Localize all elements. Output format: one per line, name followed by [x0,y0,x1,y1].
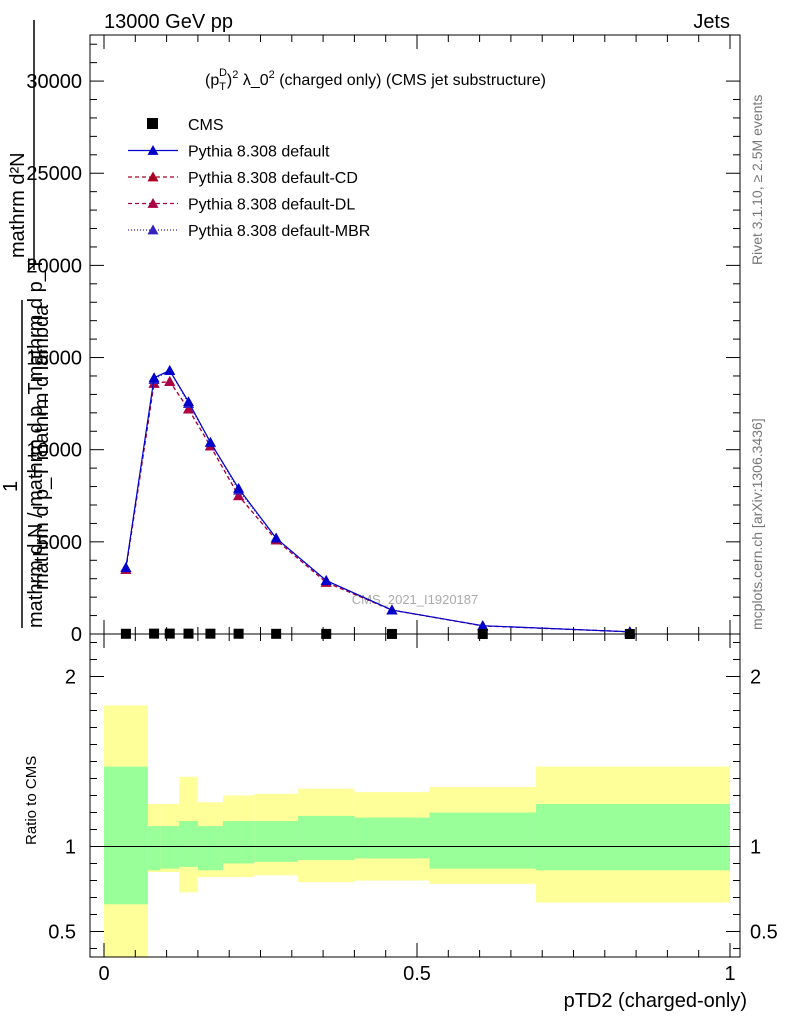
main-y-ticks: 0 5000 10000 15000 20000 25000 30000 [26,43,740,646]
data-point-mc [320,575,332,585]
main-y-tick-label: 15000 [26,348,82,370]
ratio-y-tick-label-right: 0.5 [750,922,778,944]
ratio-y-tick-label: 1 [65,837,76,859]
data-point-mc [204,436,216,447]
ratio-green-band [354,817,430,859]
title-sq: 2 [232,69,238,81]
main-x-ticks [103,35,731,634]
rivet-label: Rivet 3.1.10, ≥ 2.5M events [749,95,765,265]
ratio-green-band [254,821,299,862]
x-axis-label: pTD2 (charged-only) [564,990,747,1012]
x-tick-label: 0 [98,963,109,985]
data-point-mc [148,372,160,383]
ratio-y-tick-label-right: 1 [750,837,761,859]
title-close: ) [227,72,232,89]
ratio-green-band [104,766,148,905]
legend-marker [147,224,159,235]
x-tick-label: 0.5 [403,963,431,985]
ratio-y-label: Ratio to CMS [23,756,40,845]
data-point-mc [183,396,195,407]
ylabel-line-2: mathrm d p_T mathrm d lambda [31,304,53,590]
ratio-green-band [222,821,255,864]
legend-label: CMS [188,117,224,134]
mcplots-label: mcplots.cern.ch [arXiv:1306.3436] [749,418,765,630]
main-y-tick-label: 20000 [26,255,82,277]
ylabel-line-4: mathrm d N / mathrm d p_Tmathrm d p_T [25,258,47,628]
main-y-label: mathrm d²N mathrm d p_T mathrm d lambda … [0,20,53,628]
main-y-tick-label: 0 [71,624,82,646]
ratio-green-band [429,812,536,869]
data-point-mc [183,403,195,414]
ratio-green-band [179,821,198,867]
title-sup: D [219,67,227,79]
main-y-tick-label: 30000 [26,71,82,93]
ratio-green-band [535,804,730,871]
legend: CMS Pythia 8.308 default Pythia 8.308 defa… [128,117,370,240]
legend-marker [147,171,159,182]
title-sub: T [219,81,226,93]
legend-marker [147,145,159,155]
main-y-tick-label: 10000 [26,440,82,462]
x-tick-label: 1 [724,963,735,985]
ratio-y-tick-label-right: 2 [750,667,761,689]
legend-label: Pythia 8.308 default-DL [188,197,355,214]
title-open: (p [205,72,219,89]
legend-marker [147,198,159,208]
ratio-green-band [298,815,355,861]
data-point-mc [233,482,245,493]
ratio-y-tick-label: 0.5 [48,922,76,944]
data-point-mc [477,620,489,631]
legend-marker [147,118,158,129]
main-y-tick-label: 25000 [26,163,82,185]
header-left: 13000 GeV pp [104,11,233,33]
legend-label: Pythia 8.308 default [188,144,330,161]
data-point-mc [164,375,176,386]
data-point-mc [164,364,176,375]
ratio-green-band [160,826,180,869]
data-point-mc [386,604,398,615]
data-point-mc [120,562,132,573]
legend-label: Pythia 8.308 default-MBR [188,223,370,240]
title-rest: (charged only) (CMS jet substructure) [275,72,546,89]
ratio-y-tick-label: 2 [65,667,76,689]
ratio-plot: 0.5 0.51 12 2 0 0.5 1 Ratio to CMS pTD2 (char… [23,633,778,1012]
title-lambda: λ_0 [238,72,268,89]
ratio-x-ticks: 0 0.5 1 [98,634,736,985]
ratio-green-band [197,826,223,871]
ratio-bands [104,705,730,957]
ratio-green-band [147,826,161,871]
ylabel-line-1: mathrm d²N [7,152,29,258]
title-sq2: 2 [269,69,275,81]
header-right: Jets [693,11,730,33]
main-title: (pTD)2 λ_02 (charged only) (CMS jet subs… [205,67,546,93]
data-point-mc [270,532,282,543]
ylabel-line-3: 1 [0,481,22,492]
analysis-watermark: CMS_2021_I1920187 [352,592,479,607]
data-point-mc [233,490,245,501]
legend-label: Pythia 8.308 default-CD [188,170,358,187]
main-y-tick-label: 5000 [38,532,83,554]
ratio-y-ticks: 0.5 0.5 1 1 2 2 [48,642,778,949]
